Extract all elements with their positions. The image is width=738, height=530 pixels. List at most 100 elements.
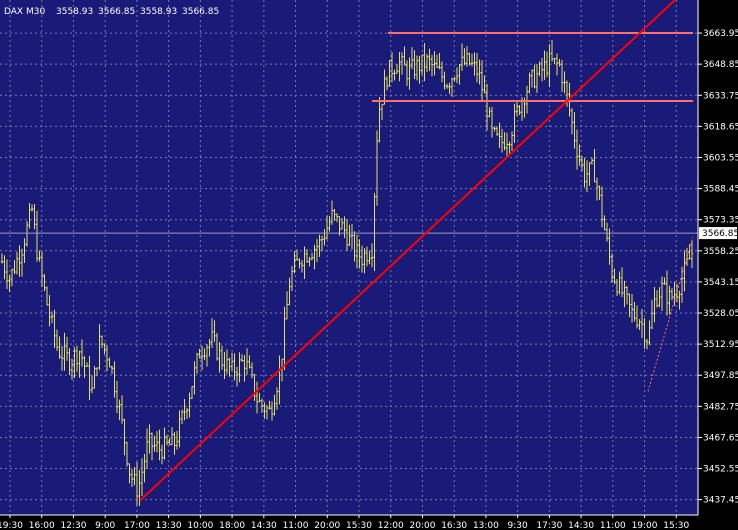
ohlc-bar [490,107,494,138]
x-tick-label: 20:00 [314,521,340,530]
header-low: 3558.93 [140,7,177,17]
ohlc-bar [123,418,126,456]
ohlc-bar [110,365,114,375]
ohlc-bar [548,44,551,88]
ohlc-bar [588,162,591,186]
ohlc-bar [265,404,269,420]
ohlc-bar [493,126,496,132]
plot-area[interactable] [0,0,698,515]
ohlc-bar [680,266,684,303]
ohlc-bar [190,386,194,400]
y-tick-label: 3573.35 [703,216,738,226]
ohlc-bar [613,268,616,285]
trendline [139,0,676,502]
ohlc-bar [398,51,401,82]
ohlc-bar [535,64,539,93]
ohlc-bar [528,72,531,94]
ohlc-bar [688,244,691,260]
ohlc-bar [453,77,456,82]
ohlc-bar [290,265,294,291]
ohlc-bar [438,52,441,70]
ohlc-bar [378,97,381,143]
ohlc-bar [458,63,461,85]
x-tick-label: 13:00 [473,521,499,530]
ohlc-bar [538,61,541,77]
ohlc-bar [60,345,64,371]
ohlc-bar [395,64,399,74]
ohlc-bar [73,347,76,379]
ohlc-bar [90,375,94,394]
ohlc-bar [445,83,449,89]
ohlc-bar [245,348,249,375]
ohlc-bar [140,458,144,496]
ohlc-bar [488,107,491,118]
ohlc-bar [380,103,384,121]
ohlc-bar [178,410,181,448]
ohlc-bar [0,253,4,264]
ohlc-bar [85,362,89,367]
ohlc-bar [665,270,669,316]
y-tick-label: 3648.85 [703,60,738,70]
ohlc-bar [165,434,169,446]
ohlc-bar [75,345,79,372]
ohlc-bar [213,320,216,342]
ohlc-bar [223,351,226,380]
ohlc-bar [500,128,504,153]
y-tick-label: 3497.85 [703,371,738,381]
ohlc-bar [8,274,11,292]
ohlc-bar [15,251,19,275]
ohlc-bar [413,50,416,80]
ohlc-bar [608,228,611,265]
ohlc-bar [470,53,474,67]
ohlc-bar [638,319,641,330]
ohlc-bar [68,348,71,376]
ohlc-bar [560,59,564,92]
ohlc-bar [13,260,16,275]
ohlc-bar [230,352,234,372]
ohlc-bar [78,350,81,378]
ohlc-bar [478,59,481,85]
ohlc-bar [660,276,664,311]
ohlc-bar [648,320,651,346]
ohlc-bar [555,53,559,76]
ohlc-bar [600,186,604,228]
ohlc-bar [88,355,91,400]
ohlc-bar [408,57,411,90]
dotted-trendline [647,236,694,392]
ohlc-bar [333,209,336,221]
ohlc-bar [133,467,136,486]
ohlc-bar [355,234,359,269]
y-tick-label: 3467.65 [703,433,738,443]
ohlc-bar [253,373,256,401]
ohlc-bar [340,218,344,230]
ohlc-bar [573,112,576,149]
x-tick-label: 17:30 [536,521,562,530]
ohlc-bar [263,402,266,419]
ohlc-bar [313,244,316,270]
ohlc-bar [405,60,409,86]
x-tick-label: 11:00 [283,521,309,530]
ohlc-bar [240,354,244,362]
ohlc-bar [183,399,186,421]
x-tick-label: 15:30 [346,521,372,530]
ohlc-bar [63,332,66,371]
x-tick-label: 14:30 [568,521,594,530]
ohlc-bar [185,407,189,419]
ohlc-bar [353,231,356,262]
ohlc-bar [200,345,204,371]
ohlc-bar [105,345,109,372]
ohlc-bar [498,122,501,149]
ohlc-bar [430,54,434,77]
ohlc-bar [370,243,374,268]
ohlc-bar [308,256,311,267]
ohlc-bar [653,287,656,323]
y-tick-label: 3633.75 [703,91,738,101]
x-tick-label: 9:30 [508,521,528,530]
ohlc-bar [115,380,119,414]
chart-header: DAX M30 3558.93 3566.85 3558.93 3566.85 [4,7,219,17]
ohlc-bar [690,239,694,269]
ohlc-bar [153,435,156,452]
ohlc-bar [605,222,609,242]
